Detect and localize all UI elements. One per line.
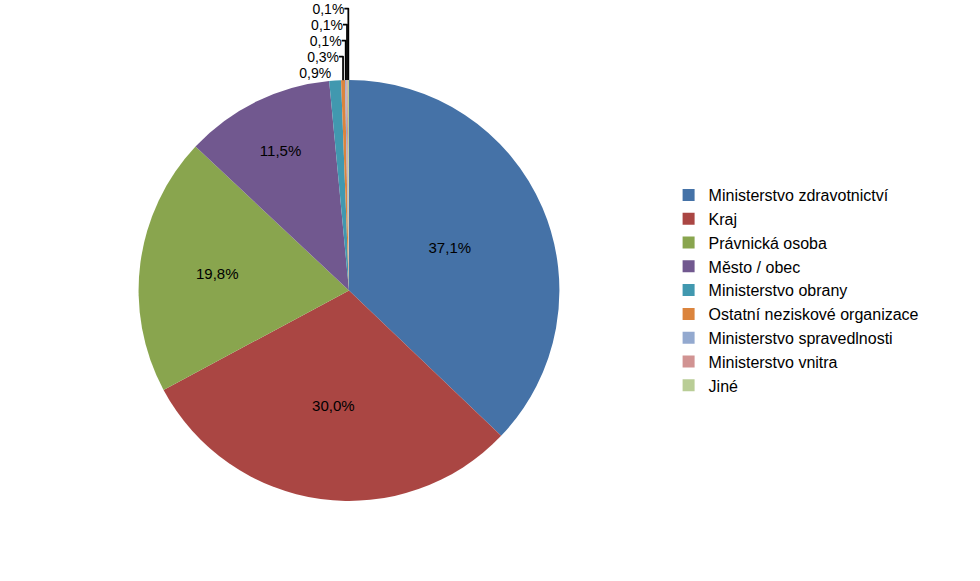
svg-text:Kraj: Kraj [709,211,737,228]
svg-text:19,8%: 19,8% [196,265,239,282]
svg-text:Ministerstvo zdravotnictví: Ministerstvo zdravotnictví [709,187,889,204]
svg-text:Ostatní neziskové organizace: Ostatní neziskové organizace [709,306,919,323]
svg-text:Ministerstvo spravedlnosti: Ministerstvo spravedlnosti [709,330,893,347]
svg-text:Město / obec: Město / obec [709,259,801,276]
svg-text:Právnická osoba: Právnická osoba [709,235,827,252]
svg-text:Ministerstvo obrany: Ministerstvo obrany [709,282,848,299]
svg-text:Ministerstvo vnitra: Ministerstvo vnitra [709,354,838,371]
svg-text:0,9%: 0,9% [299,65,331,81]
svg-text:30,0%: 30,0% [312,397,355,414]
svg-text:11,5%: 11,5% [260,142,301,159]
svg-text:0,1%: 0,1% [311,17,343,33]
svg-text:0,1%: 0,1% [312,1,344,17]
svg-text:0,1%: 0,1% [310,33,342,49]
svg-text:37,1%: 37,1% [429,239,472,256]
svg-text:0,3%: 0,3% [307,49,339,65]
svg-text:Jiné: Jiné [709,378,738,395]
